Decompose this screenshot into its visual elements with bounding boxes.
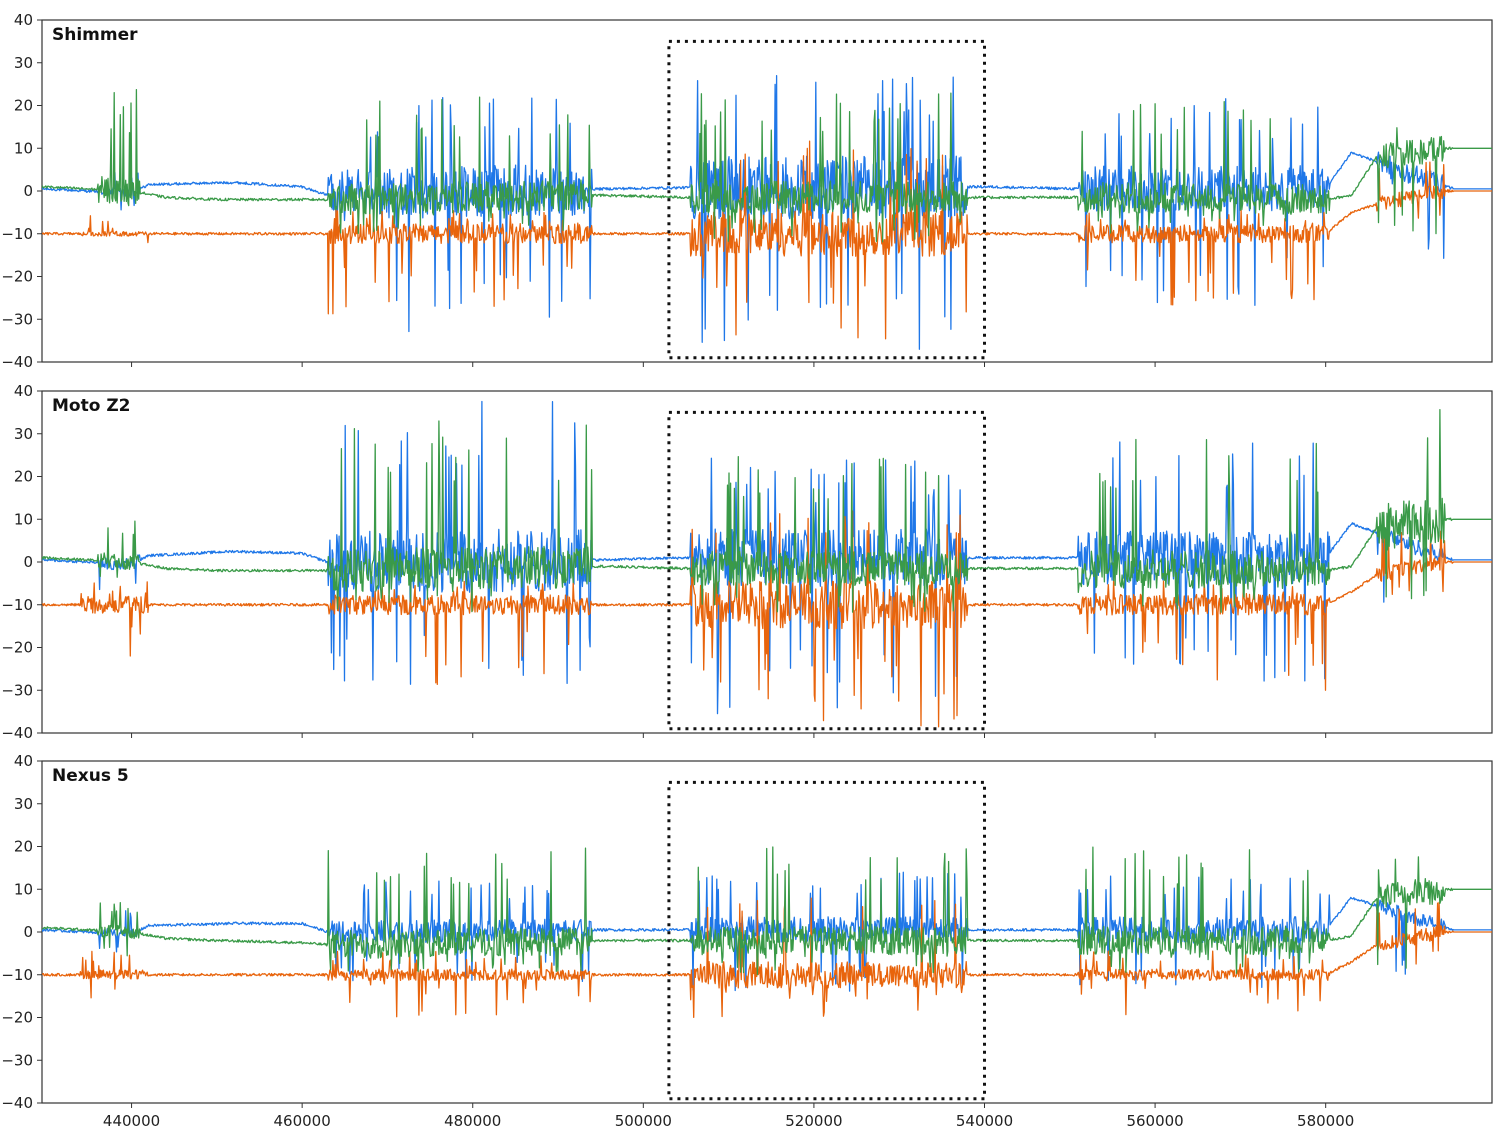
y-tick-label: 30 [14, 425, 33, 443]
y-tick-label: −30 [1, 681, 33, 699]
highlight-region [667, 410, 986, 731]
x-tick-label: 580000 [1297, 1112, 1354, 1130]
series-line-2 [42, 846, 1492, 976]
series-line-2 [42, 408, 1492, 613]
y-tick-label: 40 [14, 752, 33, 770]
x-tick-label: 460000 [274, 1112, 331, 1130]
highlight-region [667, 780, 986, 1101]
y-tick-label: −30 [1, 1051, 33, 1069]
y-tick-label: 10 [14, 880, 33, 898]
y-tick-label: −10 [1, 225, 33, 243]
y-tick-label: 0 [23, 553, 33, 571]
series-line-1 [42, 140, 1492, 340]
series-line-2 [42, 88, 1492, 243]
y-tick-label: 30 [14, 54, 33, 72]
y-tick-label: −10 [1, 596, 33, 614]
panel-title: Moto Z2 [52, 396, 130, 416]
y-tick-label: −20 [1, 1009, 33, 1027]
y-tick-label: −40 [1, 1094, 33, 1112]
panel-moto-z2: 40 30 20 10 0 −10 −20 −30 −40 Moto Z2 [1, 382, 1493, 742]
y-tick-label: 0 [23, 923, 33, 941]
series-line-0 [42, 75, 1492, 350]
y-tick-label: −40 [1, 724, 33, 742]
panel-title: Nexus 5 [52, 766, 129, 786]
panel-nexus-5: 40 30 20 10 0 −10 −20 −30 −40 440000 460000 480000 5… [1, 752, 1493, 1130]
x-tick-label: 540000 [956, 1112, 1013, 1130]
x-tick-label: 440000 [103, 1112, 160, 1130]
y-tick-label: −20 [1, 639, 33, 657]
y-tick-label: 40 [14, 382, 33, 400]
panel-title: Shimmer [52, 25, 138, 45]
series-line-0 [42, 400, 1492, 715]
series-line-1 [42, 510, 1492, 728]
y-tick-label: 30 [14, 795, 33, 813]
highlight-region [667, 39, 986, 360]
x-tick-label: 520000 [785, 1112, 842, 1130]
y-tick-label: −20 [1, 268, 33, 286]
y-tick-label: 20 [14, 468, 33, 486]
y-tick-label: 20 [14, 97, 33, 115]
y-tick-label: 40 [14, 11, 33, 29]
series-line-1 [42, 897, 1492, 1019]
y-tick-label: 10 [14, 510, 33, 528]
y-tick-label: −30 [1, 310, 33, 328]
x-tick-label: 480000 [444, 1112, 501, 1130]
y-tick-label: −10 [1, 966, 33, 984]
x-tick-label: 560000 [1126, 1112, 1183, 1130]
y-tick-label: 0 [23, 182, 33, 200]
y-tick-label: −40 [1, 353, 33, 371]
x-tick-label: 500000 [615, 1112, 672, 1130]
panel-shimmer: 40 30 20 10 0 −10 −20 −30 −40 Shimmer [1, 11, 1493, 371]
y-tick-label: 20 [14, 838, 33, 856]
y-tick-label: 10 [14, 139, 33, 157]
